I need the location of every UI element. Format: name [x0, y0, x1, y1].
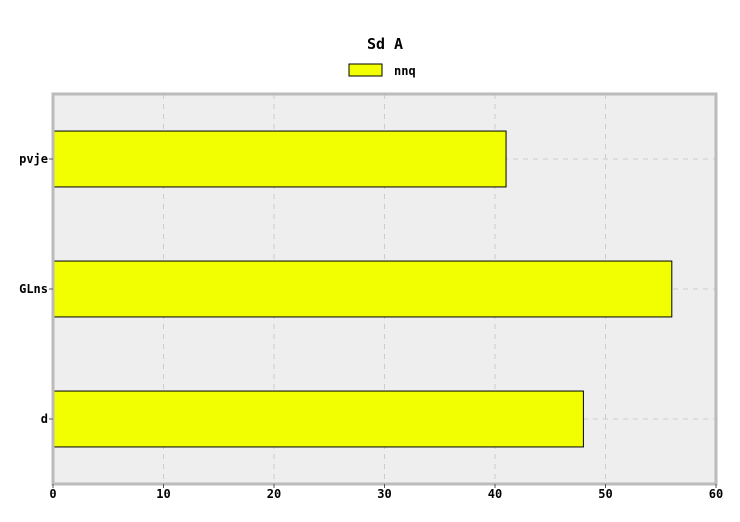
- x-tick-label: 60: [709, 487, 723, 501]
- x-tick-label: 20: [267, 487, 281, 501]
- x-tick-label: 0: [49, 487, 56, 501]
- x-axis-ticks: 0 10 20 30 40 50 60: [49, 484, 723, 501]
- y-axis-ticks: pvje GLns d: [19, 152, 53, 426]
- x-tick-label: 40: [488, 487, 502, 501]
- legend-swatch: [349, 64, 382, 76]
- bar-pvje: [53, 131, 506, 187]
- legend-label: nnq: [394, 64, 416, 78]
- legend: nnq: [349, 64, 416, 78]
- bar-d: [53, 391, 583, 447]
- chart-title: Sd A: [367, 35, 403, 53]
- y-tick-label: pvje: [19, 152, 48, 166]
- y-tick-label: d: [41, 412, 48, 426]
- x-tick-label: 50: [598, 487, 612, 501]
- y-tick-label: GLns: [19, 282, 48, 296]
- x-tick-label: 30: [377, 487, 391, 501]
- bar-GLns: [53, 261, 672, 317]
- x-tick-label: 10: [156, 487, 170, 501]
